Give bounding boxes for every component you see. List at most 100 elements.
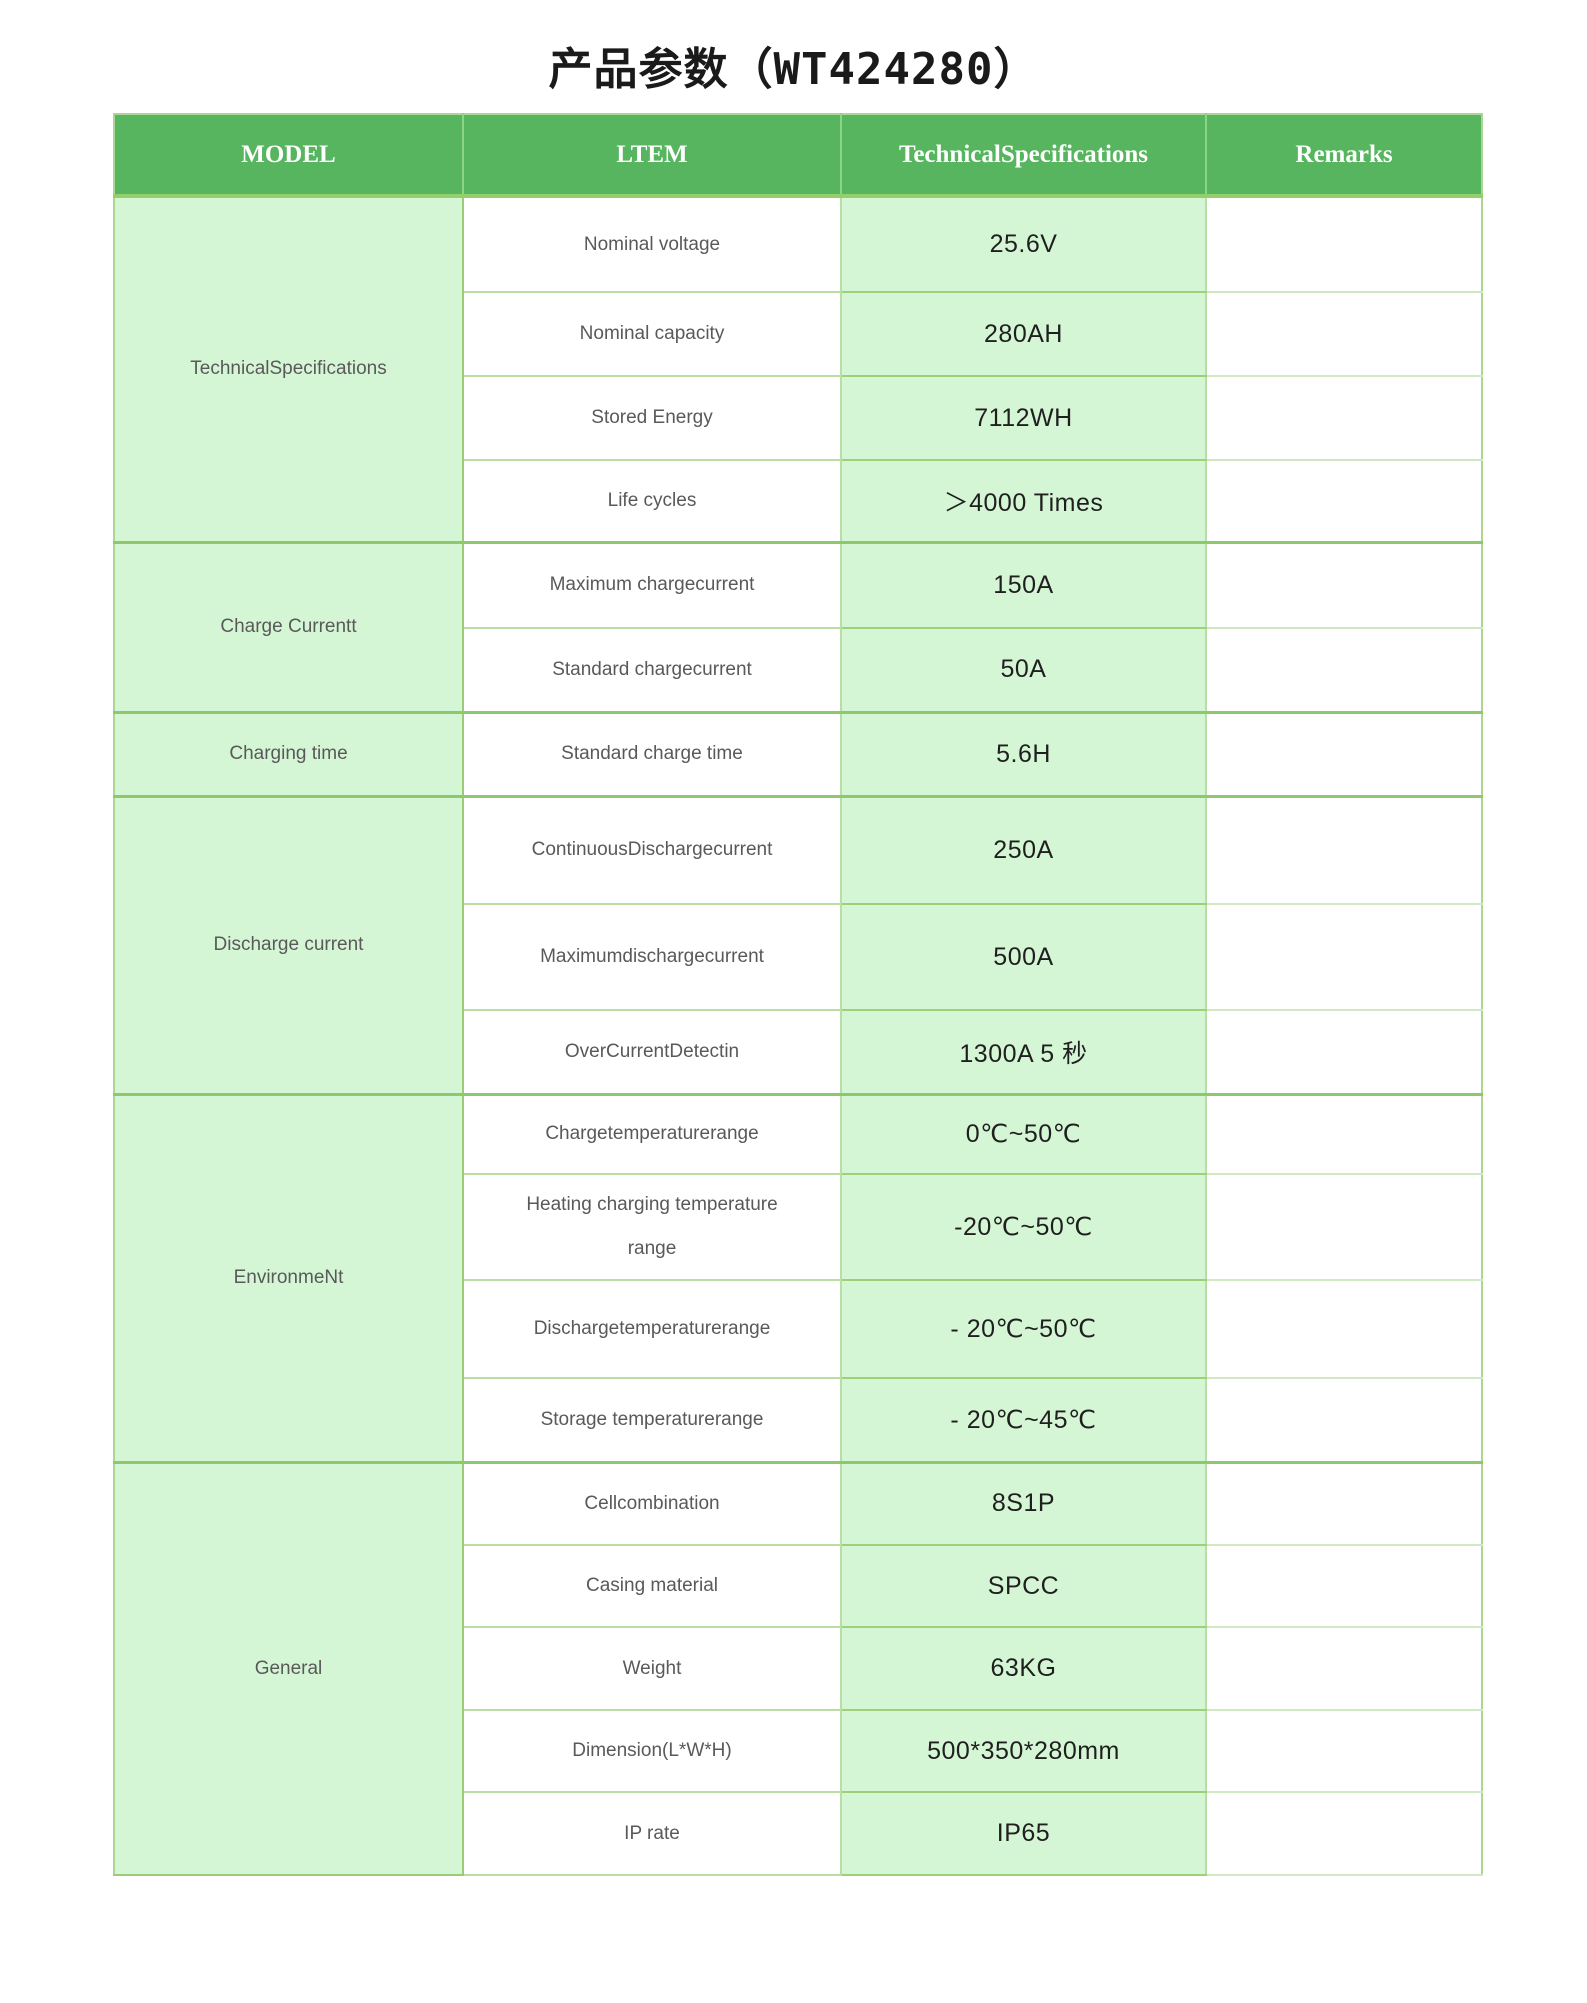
- item-label: Cellcombination: [584, 1492, 720, 1514]
- item-cell: Cellcombination: [463, 1460, 842, 1546]
- item-label: Weight: [622, 1657, 682, 1679]
- item-label: Nominal voltage: [583, 233, 721, 255]
- item-cell: Nominal voltage: [463, 196, 842, 293]
- item-cell: Life cycles: [463, 460, 842, 543]
- spec-value-cell: IP65: [841, 1792, 1207, 1876]
- spec-value-cell: - 20℃~50℃: [841, 1280, 1207, 1379]
- remark-cell: [1206, 1460, 1482, 1546]
- table-row: OverCurrentDetectin 1300A 5 秒: [114, 1010, 1482, 1095]
- spec-value-cell: SPCC: [841, 1545, 1207, 1628]
- remark-cell: [1206, 292, 1482, 377]
- item-cell: Maximumdischargecurrent: [463, 904, 842, 1011]
- table-row: Life cycles ＞4000 Times: [114, 460, 1482, 543]
- table-row: Dischargetemperaturerange - 20℃~50℃: [114, 1280, 1482, 1379]
- spec-value-cell: 150A: [841, 540, 1207, 629]
- item-label: Storage temperaturerange: [540, 1408, 764, 1430]
- remark-cell: [1206, 794, 1482, 905]
- remark-cell: [1206, 460, 1482, 543]
- item-label: Dischargetemperaturerange: [533, 1318, 771, 1340]
- item-label: Standard chargecurrent: [552, 658, 752, 680]
- spec-value-cell: - 20℃~45℃: [841, 1378, 1207, 1463]
- item-cell: Heating charging temperature range: [463, 1174, 842, 1281]
- remark-cell: [1206, 1174, 1482, 1281]
- model-group-cell: Charge Currentt: [114, 540, 464, 713]
- item-cell: OverCurrentDetectin: [463, 1010, 842, 1095]
- table-row: TechnicalSpecifications Nominal voltage 25…: [114, 196, 1482, 543]
- remark-cell: [1206, 904, 1482, 1011]
- spec-value-cell: 25.6V: [841, 196, 1207, 293]
- table-body: TechnicalSpecifications Nominal voltage 25…: [114, 196, 1482, 1876]
- table-row: Maximumdischargecurrent 500A: [114, 904, 1482, 1011]
- table-row: Casing material SPCC: [114, 1545, 1482, 1628]
- item-cell: Dimension(L*W*H): [463, 1710, 842, 1793]
- item-cell: Standard charge time: [463, 710, 842, 797]
- item-label: Standard charge time: [561, 743, 743, 765]
- item-cell: Chargetemperaturerange: [463, 1092, 842, 1175]
- remark-cell: [1206, 710, 1482, 797]
- spec-value-cell: 250A: [841, 794, 1207, 905]
- remark-cell: [1206, 1792, 1482, 1876]
- table-row: General Cellcombination 8S1P: [114, 1460, 1482, 1876]
- table-row: Charging time Standard charge time 5.6H: [114, 710, 1482, 797]
- item-cell: Storage temperaturerange: [463, 1378, 842, 1463]
- table-row: Standard chargecurrent 50A: [114, 628, 1482, 713]
- table-row: Dimension(L*W*H) 500*350*280mm: [114, 1710, 1482, 1793]
- column-header-item: LTEM: [463, 114, 842, 198]
- spec-value-cell: 5.6H: [841, 710, 1207, 797]
- item-label: Heating charging temperature range: [526, 1194, 778, 1259]
- model-group-cell: Discharge current: [114, 794, 464, 1095]
- item-cell: Casing material: [463, 1545, 842, 1628]
- item-cell: Nominal capacity: [463, 292, 842, 377]
- item-label: ContinuousDischargecurrent: [531, 839, 773, 861]
- spec-value-cell: 500*350*280mm: [841, 1710, 1207, 1793]
- item-label: Maximum chargecurrent: [549, 574, 755, 596]
- item-label: Nominal capacity: [579, 323, 725, 345]
- table-row: Weight 63KG: [114, 1627, 1482, 1711]
- spec-value-cell: 1300A 5 秒: [841, 1010, 1207, 1095]
- spec-value-cell: 50A: [841, 628, 1207, 713]
- item-cell: Maximum chargecurrent: [463, 540, 842, 629]
- remark-cell: [1206, 1627, 1482, 1711]
- model-group-cell: EnvironmeNt: [114, 1092, 464, 1463]
- remark-cell: [1206, 540, 1482, 629]
- model-group-cell: General: [114, 1460, 464, 1876]
- model-group-cell: Charging time: [114, 710, 464, 797]
- item-label: Life cycles: [607, 489, 697, 511]
- spec-value-cell: 500A: [841, 904, 1207, 1011]
- item-cell: Stored Energy: [463, 376, 842, 461]
- column-header-model: MODEL: [114, 114, 464, 198]
- table-row: Heating charging temperature range -20℃~5…: [114, 1174, 1482, 1281]
- item-label: Maximumdischargecurrent: [540, 946, 764, 968]
- spec-value-cell: 0℃~50℃: [841, 1092, 1207, 1175]
- spec-table: MODEL LTEM TechnicalSpecifications Remar…: [113, 113, 1483, 1876]
- table-row: Storage temperaturerange - 20℃~45℃: [114, 1378, 1482, 1463]
- item-label: Stored Energy: [591, 407, 713, 429]
- remark-cell: [1206, 376, 1482, 461]
- spec-value-cell: -20℃~50℃: [841, 1174, 1207, 1281]
- item-cell: Standard chargecurrent: [463, 628, 842, 713]
- column-header-remarks: Remarks: [1206, 114, 1482, 198]
- table-row: EnvironmeNt Chargetemperaturerange 0℃~50℃: [114, 1092, 1482, 1463]
- item-label: Casing material: [586, 1575, 718, 1597]
- table-row: Stored Energy 7112WH: [114, 376, 1482, 461]
- remark-cell: [1206, 1545, 1482, 1628]
- model-group-cell: TechnicalSpecifications: [114, 196, 464, 543]
- item-label: Dimension(L*W*H): [572, 1740, 732, 1762]
- spec-value-cell: 7112WH: [841, 376, 1207, 461]
- remark-cell: [1206, 1010, 1482, 1095]
- page-title: 产品参数（WT424280）: [548, 44, 1039, 95]
- item-cell: Weight: [463, 1627, 842, 1711]
- column-header-specifications: TechnicalSpecifications: [841, 114, 1207, 198]
- item-cell: IP rate: [463, 1792, 842, 1876]
- spec-value-cell: 280AH: [841, 292, 1207, 377]
- table-row: IP rate IP65: [114, 1792, 1482, 1876]
- remark-cell: [1206, 1280, 1482, 1379]
- item-cell: Dischargetemperaturerange: [463, 1280, 842, 1379]
- spec-value-cell: ＞4000 Times: [841, 460, 1207, 543]
- item-cell: ContinuousDischargecurrent: [463, 794, 842, 905]
- table-row: Discharge current ContinuousDischargecurr…: [114, 794, 1482, 1095]
- spec-value-cell: 63KG: [841, 1627, 1207, 1711]
- table-header-row: MODEL LTEM TechnicalSpecifications Remar…: [114, 114, 1482, 198]
- remark-cell: [1206, 1378, 1482, 1463]
